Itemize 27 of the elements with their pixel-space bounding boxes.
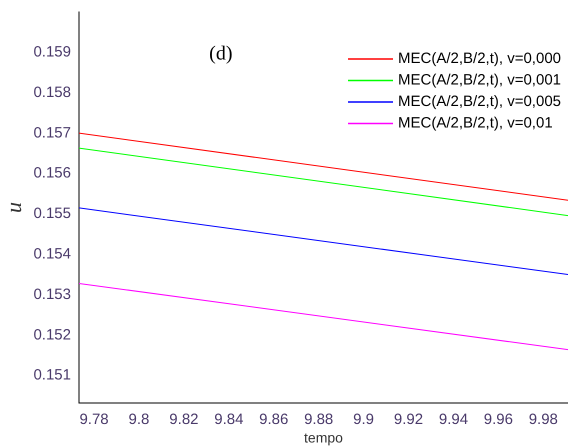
x-tick-label: 9.9 [353,411,374,428]
y-tick-label: 0.159 [33,44,71,61]
y-tick-label: 0.153 [33,286,71,303]
y-tick-label: 0.157 [33,124,71,142]
legend-label: MEC(A/2,B/2,t), v=0,005 [398,93,562,110]
x-tick-label: 9.84 [214,411,244,428]
x-tick-label: 9.98 [528,411,558,428]
y-tick-label: 0.151 [33,366,71,384]
legend-label: MEC(A/2,B/2,t), v=0,000 [398,50,562,68]
legend-label: MEC(A/2,B/2,t), v=0,001 [398,72,562,89]
y-axis-title: u [0,202,26,213]
x-tick-label: 9.86 [259,411,288,428]
annotation: (d) [209,42,232,64]
x-tick-label: 9.78 [79,411,109,428]
y-tick-label: 0.155 [33,205,71,222]
x-tick-label: 9.88 [304,411,334,428]
x-axis-title: tempo [304,429,344,446]
y-tick-label: 0.158 [33,84,71,101]
x-tick-label: 9.94 [438,411,468,428]
y-tick-label: 0.156 [33,164,71,182]
legend-label: MEC(A/2,B/2,t), v=0,01 [398,114,553,132]
y-tick-label: 0.152 [33,326,71,344]
x-tick-label: 9.8 [128,411,150,428]
y-tick-label: 0.154 [33,245,71,262]
x-tick-label: 9.96 [484,411,513,428]
x-tick-label: 9.92 [394,411,424,428]
x-tick-label: 9.82 [169,411,198,428]
